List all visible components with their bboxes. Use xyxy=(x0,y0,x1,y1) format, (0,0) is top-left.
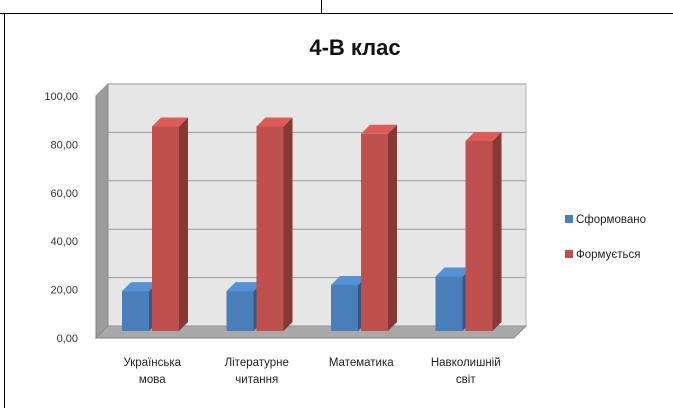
side-wall xyxy=(95,82,109,340)
y-tick-label: 0,00 xyxy=(57,333,78,345)
y-tick-label: 80,00 xyxy=(50,139,78,151)
bar-side xyxy=(179,117,188,331)
bar xyxy=(465,141,493,331)
table-cell-right xyxy=(321,0,673,14)
bar-side xyxy=(388,124,397,332)
bar-side xyxy=(283,117,293,331)
y-tick-label: 100,00 xyxy=(44,91,78,103)
bar-top xyxy=(256,117,293,127)
x-tick-label: Українська xyxy=(123,357,181,369)
y-tick-label: 40,00 xyxy=(50,236,78,248)
legend-swatch xyxy=(565,215,573,223)
bar xyxy=(152,126,179,331)
y-tick-label: 20,00 xyxy=(50,285,78,297)
bar-top xyxy=(435,267,472,277)
x-tick-label: Математика xyxy=(329,357,394,369)
bar xyxy=(226,291,254,331)
x-tick-label: світ xyxy=(456,374,476,386)
x-tick-label: Літературне xyxy=(225,357,289,369)
legend-swatch xyxy=(565,250,573,258)
frame-left-border xyxy=(4,14,5,408)
bar xyxy=(256,126,284,331)
chart-title: 4-В клас xyxy=(309,35,400,60)
x-tick-label: читання xyxy=(235,374,278,386)
bar-side xyxy=(492,132,502,331)
bar-top xyxy=(122,282,158,292)
bar xyxy=(435,276,463,331)
x-tick-label: мова xyxy=(139,374,166,386)
bar-top xyxy=(361,124,397,134)
legend-label: Формується xyxy=(576,249,640,261)
x-tick-label: Навколишній xyxy=(431,357,501,369)
bar xyxy=(122,291,149,331)
gridline xyxy=(95,83,526,97)
bar xyxy=(361,133,388,331)
bar-top xyxy=(331,276,367,286)
bar-top xyxy=(226,282,263,292)
bar-top xyxy=(465,132,502,142)
y-tick-label: 60,00 xyxy=(50,188,78,200)
legend-label: Сформовано xyxy=(576,214,646,226)
bar xyxy=(331,285,358,331)
bar-top xyxy=(152,117,188,127)
